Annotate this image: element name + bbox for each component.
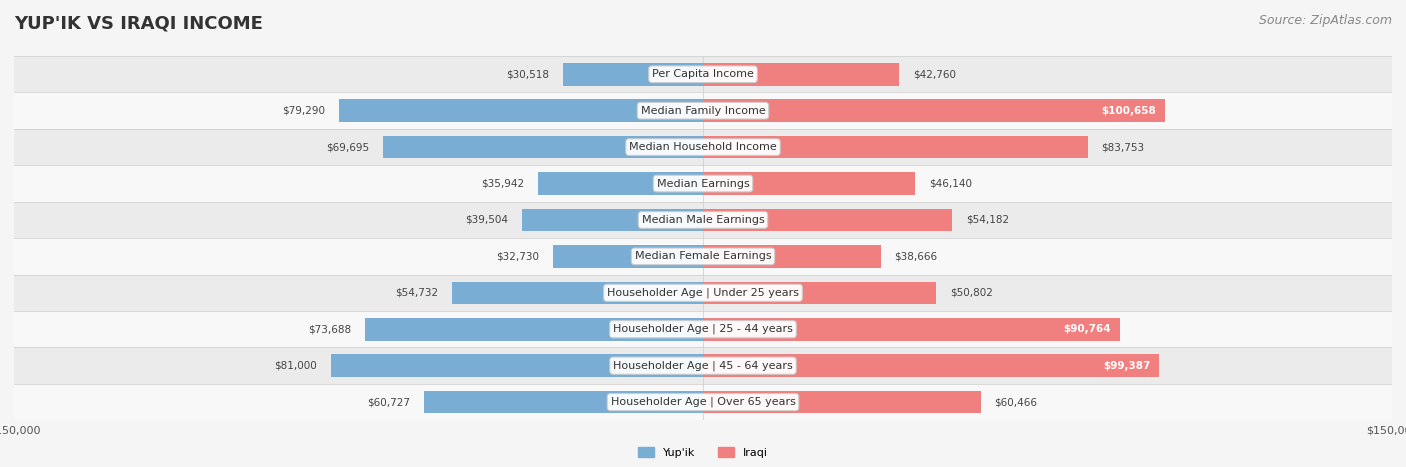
Bar xyxy=(703,172,915,195)
Bar xyxy=(562,63,703,85)
Text: $30,518: $30,518 xyxy=(506,69,550,79)
Text: Householder Age | Over 65 years: Householder Age | Over 65 years xyxy=(610,397,796,407)
Text: $73,688: $73,688 xyxy=(308,324,350,334)
Bar xyxy=(14,56,1392,92)
Bar xyxy=(382,136,703,158)
Bar xyxy=(703,354,1160,377)
Text: $100,658: $100,658 xyxy=(1101,106,1156,116)
Bar xyxy=(14,275,1392,311)
Text: $81,000: $81,000 xyxy=(274,361,318,371)
Bar xyxy=(14,347,1392,384)
Bar xyxy=(522,209,703,231)
Bar xyxy=(364,318,703,340)
Legend: Yup'ik, Iraqi: Yup'ik, Iraqi xyxy=(633,442,773,462)
Bar xyxy=(703,63,900,85)
Text: Source: ZipAtlas.com: Source: ZipAtlas.com xyxy=(1258,14,1392,27)
Text: Median Family Income: Median Family Income xyxy=(641,106,765,116)
Text: $69,695: $69,695 xyxy=(326,142,370,152)
Text: Householder Age | Under 25 years: Householder Age | Under 25 years xyxy=(607,288,799,298)
Text: Median Female Earnings: Median Female Earnings xyxy=(634,251,772,262)
Bar xyxy=(14,384,1392,420)
Bar xyxy=(14,92,1392,129)
Text: Median Earnings: Median Earnings xyxy=(657,178,749,189)
Text: Per Capita Income: Per Capita Income xyxy=(652,69,754,79)
Text: $83,753: $83,753 xyxy=(1101,142,1144,152)
Text: YUP'IK VS IRAQI INCOME: YUP'IK VS IRAQI INCOME xyxy=(14,14,263,32)
Bar xyxy=(703,209,952,231)
Text: $38,666: $38,666 xyxy=(894,251,938,262)
Bar xyxy=(451,282,703,304)
Bar xyxy=(14,202,1392,238)
Bar xyxy=(330,354,703,377)
Text: Householder Age | 25 - 44 years: Householder Age | 25 - 44 years xyxy=(613,324,793,334)
Text: $60,727: $60,727 xyxy=(367,397,411,407)
Text: $46,140: $46,140 xyxy=(929,178,972,189)
Text: $54,182: $54,182 xyxy=(966,215,1008,225)
Bar xyxy=(14,165,1392,202)
Bar xyxy=(703,282,936,304)
Bar xyxy=(14,238,1392,275)
Text: $60,466: $60,466 xyxy=(994,397,1038,407)
Bar xyxy=(703,245,880,268)
Text: $99,387: $99,387 xyxy=(1102,361,1150,371)
Bar xyxy=(703,391,981,413)
Bar xyxy=(339,99,703,122)
Bar xyxy=(538,172,703,195)
Text: $50,802: $50,802 xyxy=(950,288,993,298)
Text: $79,290: $79,290 xyxy=(283,106,325,116)
Bar xyxy=(425,391,703,413)
Bar xyxy=(14,129,1392,165)
Bar xyxy=(14,311,1392,347)
Text: $90,764: $90,764 xyxy=(1063,324,1111,334)
Text: $32,730: $32,730 xyxy=(496,251,538,262)
Bar xyxy=(703,136,1088,158)
Bar xyxy=(703,99,1166,122)
Bar xyxy=(553,245,703,268)
Text: $39,504: $39,504 xyxy=(465,215,508,225)
Text: Median Household Income: Median Household Income xyxy=(628,142,778,152)
Bar xyxy=(703,318,1119,340)
Text: $54,732: $54,732 xyxy=(395,288,437,298)
Text: Median Male Earnings: Median Male Earnings xyxy=(641,215,765,225)
Text: $35,942: $35,942 xyxy=(481,178,524,189)
Text: $42,760: $42,760 xyxy=(912,69,956,79)
Text: Householder Age | 45 - 64 years: Householder Age | 45 - 64 years xyxy=(613,361,793,371)
